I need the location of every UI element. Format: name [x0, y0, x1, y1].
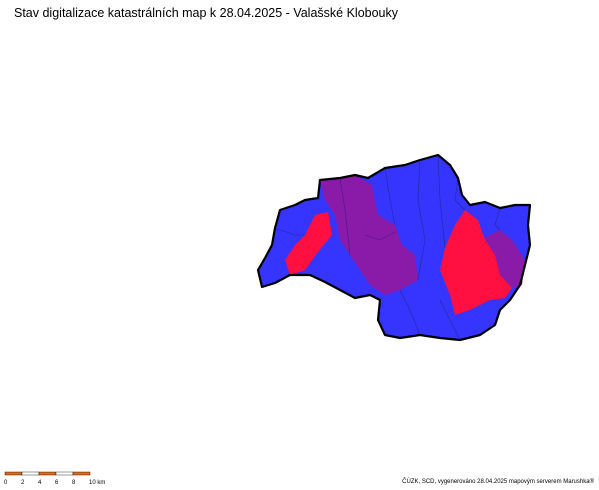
- boundary: [454, 177, 466, 211]
- scale-segment: [55, 471, 74, 476]
- boundary: [494, 207, 501, 231]
- region-purple-east: [480, 230, 525, 288]
- map-area: [256, 153, 532, 342]
- scale-segment: [21, 471, 40, 476]
- boundary: [439, 299, 461, 341]
- scale-segment: [4, 471, 23, 476]
- scale-segment: [72, 471, 91, 476]
- boundary: [339, 177, 351, 256]
- scale-label: 8: [72, 480, 76, 486]
- boundary: [399, 289, 421, 336]
- scale-label: 6: [55, 480, 59, 486]
- boundary: [364, 231, 396, 241]
- scale-label: 10 km: [89, 480, 105, 486]
- credit: ČÚZK, SCD, vygenerováno 28.04.2025 mapov…: [402, 478, 594, 485]
- boundary: [274, 227, 305, 236]
- scale-bar: [4, 471, 91, 476]
- scale-label: 2: [21, 480, 25, 486]
- boundary: [437, 154, 446, 249]
- boundary: [417, 159, 426, 281]
- scale-label: 4: [38, 480, 42, 486]
- boundary: [384, 167, 396, 226]
- scale-label: 0: [4, 480, 8, 486]
- scale-labels: 0 2 4 6 8 10 km: [4, 480, 105, 486]
- region-red-east: [440, 210, 512, 315]
- region-red-west: [285, 212, 332, 275]
- scale-segment: [38, 471, 57, 476]
- map-title: Stav digitalizace katastrálních map k 28…: [14, 6, 399, 20]
- district-outline: [256, 153, 532, 342]
